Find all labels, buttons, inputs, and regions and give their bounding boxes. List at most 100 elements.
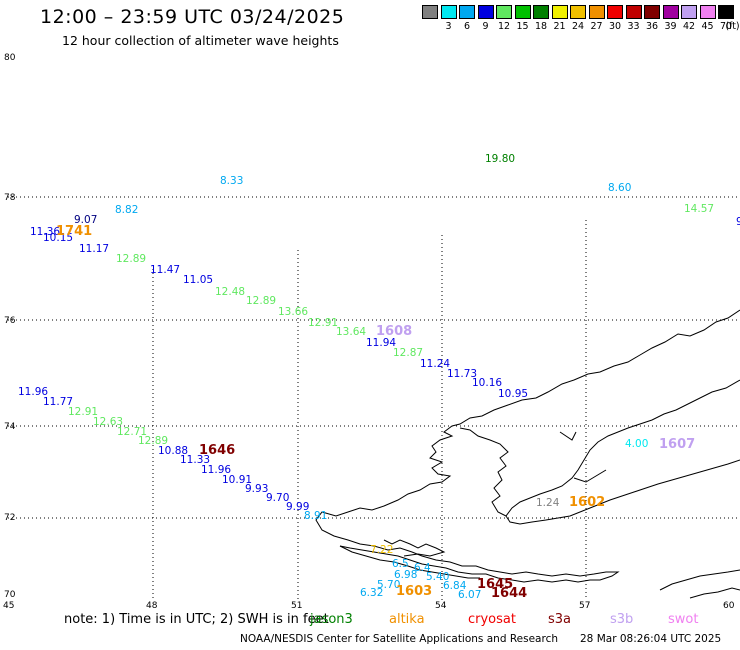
wave-height-observation: 12.63 (93, 416, 124, 428)
scale-swatch (496, 5, 512, 19)
scale-swatch (662, 5, 679, 19)
scale-swatch (440, 5, 457, 19)
scale-label: 36 (645, 21, 659, 32)
scale-swatch (607, 5, 623, 19)
scale-swatch (533, 5, 549, 19)
latitude-label: 80 (4, 53, 16, 63)
coastline-south-island-interior (459, 427, 607, 517)
satellite-pass-time: 1602 (569, 495, 606, 510)
wave-height-observation: 12.89 (246, 295, 277, 307)
satellite-legend-item: altika (389, 612, 425, 627)
wave-height-observation: 11.96 (201, 464, 232, 476)
wave-height-observation: 6.32 (360, 587, 384, 599)
wave-height-observation: 11.47 (150, 264, 181, 276)
wave-height-observation: 11.96 (18, 386, 49, 398)
wave-height-observation: 11.77 (43, 396, 74, 408)
wave-height-observation: 12.91 (68, 406, 99, 418)
scale-swatch (644, 5, 660, 19)
wave-height-observation: 13.64 (336, 326, 367, 338)
wave-height-observation: 12.89 (138, 435, 169, 447)
footnote: note: 1) Time is in UTC; 2) SWH is in fe… (64, 612, 329, 627)
scale-label: 6 (463, 21, 471, 32)
scale-label: 70 (719, 21, 733, 32)
wave-height-observation: 12.91 (308, 317, 339, 329)
wave-height-observation: 6.84 (443, 580, 467, 592)
wave-height-observation: 14.57 (684, 203, 715, 215)
scale-swatch (718, 5, 734, 19)
wave-height-observation: 5.40 (426, 571, 450, 583)
scale-label: 30 (608, 21, 622, 32)
wave-height-observation: 11.24 (420, 358, 451, 370)
wave-height-observation: 9.07 (74, 214, 98, 226)
scale-label: 24 (571, 21, 585, 32)
wave-height-observation: 6.5 (392, 558, 409, 570)
wave-height-observation: 11.36 (30, 226, 61, 238)
wave-height-observation: 13.66 (278, 306, 309, 318)
latitude-label: 78 (4, 193, 16, 203)
latitude-gridlines (8, 196, 740, 519)
wave-height-observation: 12.71 (117, 426, 148, 438)
satellite-pass-time: 1645 (477, 577, 514, 592)
latitude-label: 70 (4, 590, 16, 600)
wave-height-observation: 8.82 (115, 204, 139, 216)
satellite-legend-item: jason3 (310, 612, 353, 627)
scale-label: 15 (516, 21, 529, 32)
longitude-label: 60 (723, 601, 735, 611)
longitude-label: 48 (146, 601, 158, 611)
map-title: 12:00 – 23:59 UTC 03/24/2025 (40, 6, 345, 28)
wave-height-observation: 10.88 (158, 445, 189, 457)
longitude-label: 51 (291, 601, 303, 611)
wave-height-observation: 8.60 (608, 182, 632, 194)
wave-height-observation: 5.70 (377, 579, 401, 591)
longitude-label: 57 (579, 601, 591, 611)
wave-height-observation: 12.87 (393, 347, 424, 359)
wave-height-observation: 7.22 (370, 544, 394, 556)
longitude-label: 45 (3, 601, 15, 611)
scale-swatch (551, 5, 568, 19)
satellite-pass-time: 1646 (199, 443, 236, 458)
scale-label: 33 (627, 21, 640, 32)
wave-height-observation: 9.70 (266, 492, 290, 504)
wave-height-observation: 6.4 (414, 562, 431, 574)
satellite-pass-time: 1608 (376, 324, 413, 339)
scale-swatch (625, 5, 642, 19)
scale-label: 12 (497, 21, 511, 32)
wave-height-observation: 11.17 (79, 243, 110, 255)
coastline-vaygach (659, 569, 740, 599)
scale-unit: (ft) (725, 21, 740, 32)
scale-label: 21 (553, 21, 566, 32)
scale-swatch (459, 5, 475, 19)
latitude-label: 76 (4, 316, 16, 326)
coastline-strait (505, 379, 740, 525)
coastline-south-tip (339, 539, 480, 579)
wave-height-observation: 8.33 (220, 175, 244, 187)
wave-height-observation: 9.93 (245, 483, 269, 495)
longitude-label: 54 (435, 601, 447, 611)
latitude-label: 74 (4, 422, 16, 432)
scale-swatch (699, 5, 716, 19)
wave-height-observation: 12.89 (116, 253, 147, 265)
scale-swatch (588, 5, 605, 19)
wave-height-observation: 10.95 (498, 388, 529, 400)
scale-label: 9 (482, 21, 489, 32)
scale-swatch (681, 5, 697, 19)
scale-swatch (422, 5, 438, 19)
coastline-north-island (315, 309, 740, 583)
wave-height-observation: 9.99 (286, 501, 310, 513)
wave-height-observation: 11.73 (447, 368, 478, 380)
wave-height-observation: 12.48 (215, 286, 246, 298)
footer-timestamp: 28 Mar 08:26:04 UTC 2025 (580, 633, 722, 645)
satellite-legend-item: s3a (548, 612, 572, 627)
wave-height-observation: 11.33 (180, 454, 211, 466)
scale-label: 27 (590, 21, 603, 32)
scale-label: 3 (445, 21, 452, 32)
scale-label: 42 (682, 21, 696, 32)
wave-height-observation: 10.91 (222, 474, 253, 486)
wave-height-observation: 19.80 (485, 153, 516, 165)
scale-label: 39 (664, 21, 677, 32)
wave-height-observation: 6.98 (394, 569, 418, 581)
map-subtitle: 12 hour collection of altimeter wave hei… (62, 33, 339, 48)
satellite-pass-time: 1607 (659, 437, 696, 452)
satellite-legend-item: swot (668, 612, 699, 627)
